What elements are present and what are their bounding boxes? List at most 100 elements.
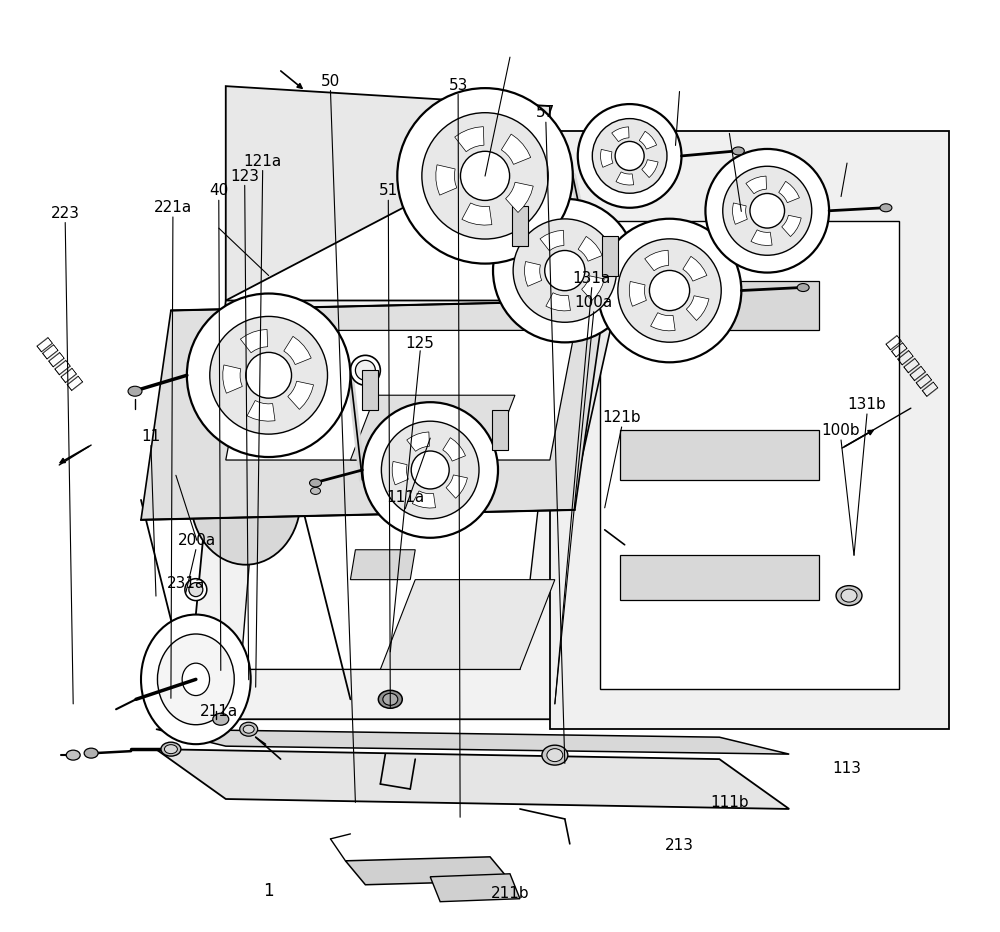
Polygon shape bbox=[436, 165, 457, 195]
Ellipse shape bbox=[66, 750, 80, 761]
Polygon shape bbox=[512, 206, 528, 246]
Polygon shape bbox=[288, 381, 314, 409]
Polygon shape bbox=[186, 300, 615, 720]
Text: 200a: 200a bbox=[178, 533, 216, 548]
Polygon shape bbox=[578, 237, 602, 261]
Text: 231a: 231a bbox=[167, 576, 205, 591]
Ellipse shape bbox=[592, 118, 667, 193]
Polygon shape bbox=[350, 550, 415, 580]
Text: 11: 11 bbox=[141, 429, 161, 444]
Polygon shape bbox=[412, 491, 435, 508]
Ellipse shape bbox=[189, 582, 203, 596]
Ellipse shape bbox=[545, 251, 585, 291]
Polygon shape bbox=[156, 749, 789, 809]
Polygon shape bbox=[751, 230, 772, 245]
Polygon shape bbox=[407, 432, 429, 451]
Polygon shape bbox=[506, 183, 533, 212]
Ellipse shape bbox=[732, 147, 744, 155]
Polygon shape bbox=[746, 176, 767, 194]
Polygon shape bbox=[620, 281, 819, 331]
Polygon shape bbox=[156, 729, 789, 754]
Ellipse shape bbox=[618, 239, 721, 342]
Ellipse shape bbox=[383, 693, 398, 706]
Polygon shape bbox=[455, 127, 484, 152]
Text: 轴方向一端部: 轴方向一端部 bbox=[34, 335, 85, 393]
Ellipse shape bbox=[836, 585, 862, 606]
Text: 57: 57 bbox=[536, 105, 555, 120]
Polygon shape bbox=[620, 555, 819, 599]
Polygon shape bbox=[380, 580, 555, 669]
Ellipse shape bbox=[164, 745, 177, 754]
Text: 211b: 211b bbox=[491, 886, 529, 901]
Text: 1: 1 bbox=[263, 882, 274, 899]
Ellipse shape bbox=[397, 89, 573, 264]
Ellipse shape bbox=[311, 487, 320, 494]
Polygon shape bbox=[186, 310, 615, 490]
Ellipse shape bbox=[362, 403, 498, 538]
Text: 121b: 121b bbox=[602, 410, 641, 425]
Polygon shape bbox=[462, 203, 492, 226]
Polygon shape bbox=[226, 331, 575, 460]
Polygon shape bbox=[582, 276, 604, 300]
Polygon shape bbox=[141, 300, 605, 520]
Ellipse shape bbox=[378, 691, 402, 708]
Polygon shape bbox=[362, 370, 378, 410]
Text: 轴方向另一端部: 轴方向另一端部 bbox=[882, 333, 939, 399]
Text: 51: 51 bbox=[379, 184, 398, 199]
Ellipse shape bbox=[615, 142, 644, 171]
Text: 131a: 131a bbox=[573, 271, 611, 286]
Ellipse shape bbox=[157, 634, 234, 725]
Ellipse shape bbox=[243, 725, 254, 733]
Polygon shape bbox=[540, 230, 564, 251]
Polygon shape bbox=[492, 410, 508, 450]
Text: 100a: 100a bbox=[575, 295, 613, 310]
Polygon shape bbox=[612, 127, 629, 142]
Ellipse shape bbox=[422, 113, 548, 239]
Ellipse shape bbox=[240, 722, 258, 736]
Text: 223: 223 bbox=[51, 206, 80, 221]
Polygon shape bbox=[223, 365, 242, 393]
Ellipse shape bbox=[381, 421, 479, 519]
Text: 100b: 100b bbox=[822, 423, 860, 438]
Ellipse shape bbox=[187, 294, 350, 457]
Ellipse shape bbox=[191, 435, 301, 565]
Polygon shape bbox=[642, 159, 658, 178]
Ellipse shape bbox=[705, 149, 829, 272]
Polygon shape bbox=[733, 203, 747, 225]
Polygon shape bbox=[226, 86, 550, 300]
Ellipse shape bbox=[161, 742, 181, 756]
Polygon shape bbox=[430, 874, 520, 901]
Polygon shape bbox=[546, 293, 570, 311]
Text: 123: 123 bbox=[230, 169, 259, 184]
Ellipse shape bbox=[246, 352, 292, 398]
Ellipse shape bbox=[493, 199, 637, 342]
Ellipse shape bbox=[542, 746, 568, 765]
Polygon shape bbox=[240, 329, 268, 352]
Ellipse shape bbox=[750, 194, 785, 228]
Polygon shape bbox=[284, 336, 311, 364]
Ellipse shape bbox=[578, 104, 681, 208]
Ellipse shape bbox=[213, 713, 229, 725]
Polygon shape bbox=[525, 262, 542, 286]
Text: 50: 50 bbox=[321, 74, 340, 89]
Ellipse shape bbox=[841, 589, 857, 602]
Text: 211a: 211a bbox=[200, 704, 238, 719]
Polygon shape bbox=[550, 131, 949, 729]
Polygon shape bbox=[620, 430, 819, 480]
Polygon shape bbox=[601, 149, 613, 168]
Ellipse shape bbox=[128, 386, 142, 396]
Ellipse shape bbox=[649, 270, 690, 310]
Polygon shape bbox=[629, 281, 646, 307]
Polygon shape bbox=[392, 461, 408, 485]
Ellipse shape bbox=[210, 316, 328, 434]
Polygon shape bbox=[241, 361, 555, 669]
Polygon shape bbox=[683, 256, 707, 281]
Text: 40: 40 bbox=[209, 184, 228, 199]
Polygon shape bbox=[779, 182, 799, 202]
Polygon shape bbox=[443, 438, 466, 461]
Ellipse shape bbox=[310, 479, 321, 487]
Ellipse shape bbox=[350, 355, 380, 385]
Polygon shape bbox=[350, 395, 515, 460]
Polygon shape bbox=[501, 134, 531, 164]
Polygon shape bbox=[602, 236, 618, 276]
